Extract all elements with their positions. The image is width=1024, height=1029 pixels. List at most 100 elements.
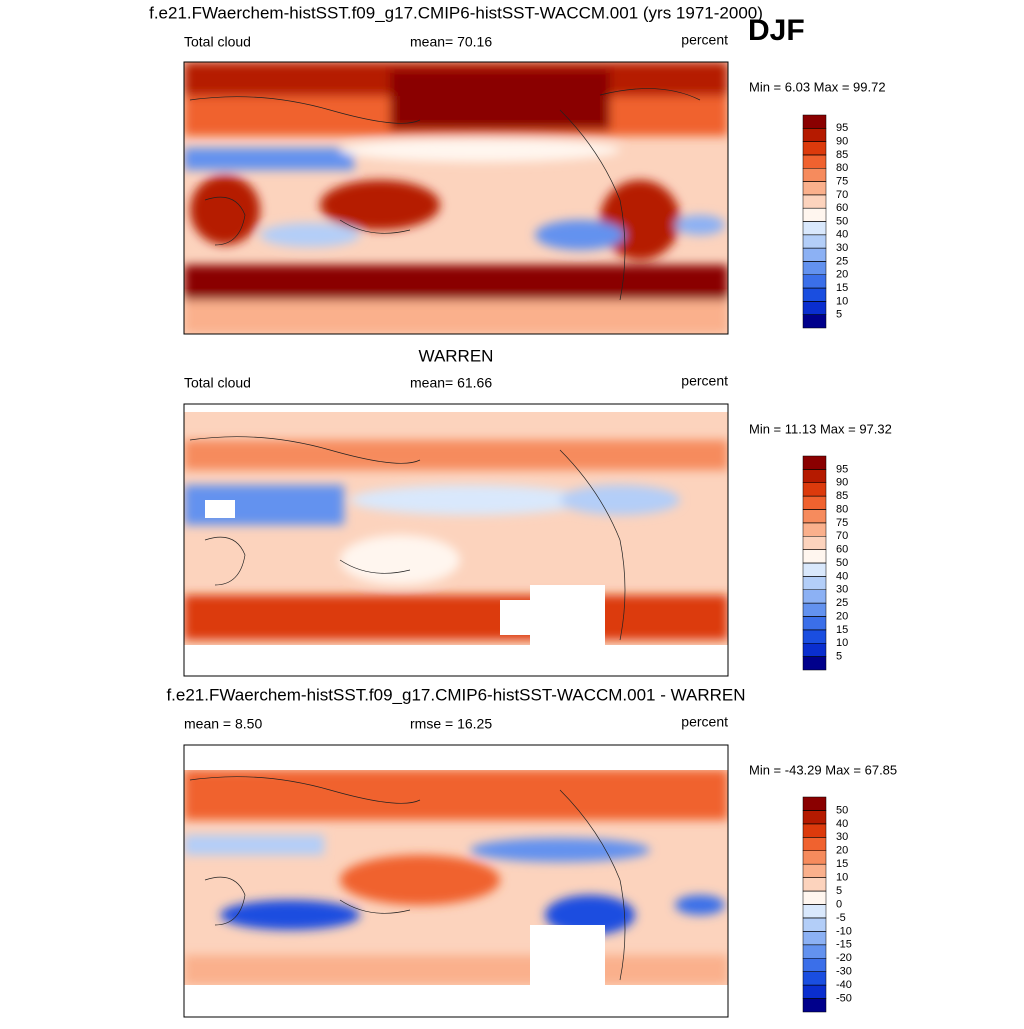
colorbar-label: 10: [836, 295, 848, 307]
colorbar-label: 15: [836, 624, 848, 636]
min-max-label: Min = 6.03 Max = 99.72: [749, 79, 886, 94]
colorbar-box: [802, 917, 827, 932]
colorbar-label: 75: [836, 517, 848, 529]
colorbar-box: [802, 247, 827, 262]
units-label: percent: [681, 32, 728, 48]
colorbar-label: -20: [836, 952, 852, 964]
colorbar-label: 30: [836, 242, 848, 254]
colorbar-label: 95: [836, 463, 848, 475]
colorbar-box: [802, 589, 827, 604]
map-field: [184, 404, 728, 676]
min-max-label: Min = -43.29 Max = 67.85: [749, 762, 897, 777]
colorbar-label: 60: [836, 202, 848, 214]
colorbar-box: [802, 495, 827, 510]
colorbar-box: [802, 314, 827, 329]
colorbar-box: [802, 181, 827, 196]
left-label: Total cloud: [184, 375, 251, 391]
colorbar-label: 90: [836, 477, 848, 489]
colorbar-label: 5: [836, 309, 842, 321]
left-label: mean = 8.50: [184, 716, 262, 732]
units-label: percent: [681, 373, 728, 389]
colorbar-label: 30: [836, 831, 848, 843]
colorbar-box: [802, 877, 827, 892]
colorbar-box: [802, 549, 827, 564]
colorbar-label: 10: [836, 637, 848, 649]
colorbar-label: 40: [836, 229, 848, 241]
colorbar-label: 85: [836, 490, 848, 502]
colorbar-label: 20: [836, 610, 848, 622]
colorbar-box: [802, 576, 827, 590]
map-field: [184, 745, 728, 1017]
colorbar-box: [802, 850, 827, 865]
colorbar-box: [802, 904, 827, 919]
colorbar-box: [802, 944, 827, 959]
colorbar-box: [802, 141, 827, 156]
colorbar-box: [802, 602, 827, 617]
colorbar-box: [802, 207, 827, 222]
center-label: mean= 70.16: [410, 34, 492, 50]
colorbar-box: [802, 971, 827, 986]
map-field: [184, 62, 728, 334]
colorbar-box: [802, 469, 827, 483]
colorbar-label: 15: [836, 282, 848, 294]
colorbar-box: [802, 114, 827, 129]
colorbar-box: [802, 536, 827, 550]
colorbar-label: 70: [836, 530, 848, 542]
colorbar-box: [802, 984, 827, 999]
colorbar-label: 50: [836, 557, 848, 569]
colorbar-box: [802, 168, 827, 182]
panel-title: f.e21.FWaerchem-histSST.f09_g17.CMIP6-hi…: [149, 3, 763, 22]
colorbar-label: 50: [836, 804, 848, 816]
colorbar-box: [802, 823, 827, 838]
map-frame: [183, 403, 729, 677]
colorbar-box: [802, 810, 827, 825]
colorbar-label: 90: [836, 136, 848, 148]
min-max-label: Min = 11.13 Max = 97.32: [749, 421, 892, 436]
colorbar-label: 95: [836, 122, 848, 134]
colorbar-box: [802, 509, 827, 524]
colorbar-label: -30: [836, 966, 852, 978]
left-label: Total cloud: [184, 34, 251, 50]
colorbar-box: [802, 154, 827, 169]
colorbar-box: [802, 455, 827, 470]
colorbar-box: [802, 261, 827, 275]
units-label: percent: [681, 714, 728, 730]
colorbar-label: 20: [836, 269, 848, 281]
colorbar-box: [802, 998, 827, 1013]
colorbar-label: 80: [836, 503, 848, 515]
colorbar-box: [802, 274, 827, 289]
colorbar-box: [802, 482, 827, 497]
colorbar-label: 5: [836, 651, 842, 663]
colorbar-label: 30: [836, 584, 848, 596]
colorbar-label: 40: [836, 818, 848, 830]
colorbar-box: [802, 796, 827, 811]
colorbar-box: [802, 221, 827, 236]
colorbar-box: [802, 837, 827, 851]
map-frame: [183, 744, 729, 1018]
center-label: rmse = 16.25: [410, 716, 492, 732]
colorbar-box: [802, 931, 827, 946]
colorbar-label: -10: [836, 925, 852, 937]
colorbar-box: [802, 522, 827, 537]
center-label: mean= 61.66: [410, 375, 492, 391]
colorbar-box: [802, 128, 827, 142]
colorbar-label: 40: [836, 570, 848, 582]
colorbar-box: [802, 234, 827, 249]
colorbar-label: 25: [836, 255, 848, 267]
colorbar-label: 25: [836, 597, 848, 609]
colorbar-label: 80: [836, 162, 848, 174]
colorbar-label: 85: [836, 149, 848, 161]
colorbar-label: -5: [836, 912, 846, 924]
colorbar-box: [802, 629, 827, 644]
colorbar-box: [802, 958, 827, 972]
colorbar-box: [802, 301, 827, 315]
panel-title: f.e21.FWaerchem-histSST.f09_g17.CMIP6-hi…: [166, 685, 745, 704]
colorbar-label: 15: [836, 858, 848, 870]
colorbar-label: 60: [836, 544, 848, 556]
colorbar-box: [802, 643, 827, 657]
colorbar-box: [802, 890, 827, 905]
colorbar-box: [802, 287, 827, 302]
colorbar-label: 5: [836, 885, 842, 897]
colorbar-box: [802, 863, 827, 878]
